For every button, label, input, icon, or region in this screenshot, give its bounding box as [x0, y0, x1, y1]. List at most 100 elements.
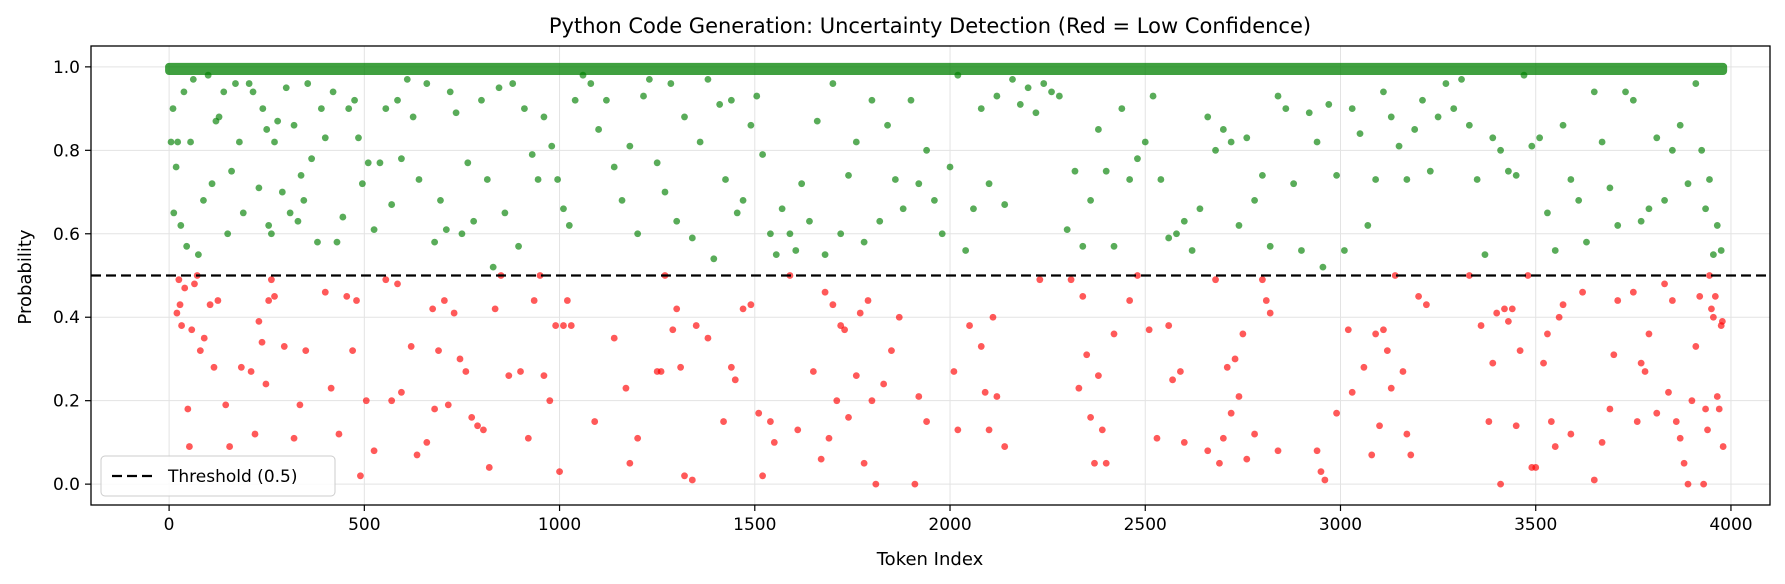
data-point	[423, 439, 431, 446]
data-point	[739, 305, 747, 313]
data-point	[1711, 292, 1719, 300]
data-point	[321, 288, 329, 296]
data-point	[1204, 447, 1212, 455]
data-point	[720, 418, 727, 425]
data-point	[1629, 96, 1637, 104]
data-point	[661, 188, 669, 196]
data-point	[825, 434, 833, 442]
data-point	[355, 134, 362, 142]
data-point	[1219, 126, 1227, 133]
data-point	[282, 84, 290, 92]
data-point	[290, 434, 298, 442]
data-point	[1481, 251, 1489, 259]
data-point	[1504, 318, 1512, 325]
data-point	[1110, 330, 1118, 338]
data-point	[536, 272, 544, 279]
data-point	[626, 459, 634, 467]
data-point	[1348, 105, 1356, 112]
data-point	[353, 297, 360, 304]
data-point	[1567, 430, 1575, 438]
data-point	[1407, 451, 1415, 459]
data-point	[1141, 138, 1149, 146]
data-point	[1512, 422, 1520, 430]
data-point	[478, 96, 485, 104]
data-point	[622, 384, 630, 392]
data-point	[864, 297, 872, 304]
x-tick-label: 1500	[733, 515, 776, 535]
data-point	[456, 355, 464, 363]
data-point	[1637, 359, 1645, 367]
data-point	[1145, 326, 1153, 334]
data-point	[351, 96, 358, 104]
data-point	[517, 368, 524, 375]
data-point	[993, 92, 1001, 100]
y-tick-label: 0.8	[53, 141, 80, 161]
data-point	[167, 138, 175, 146]
data-point	[431, 238, 439, 246]
data-point	[183, 242, 191, 250]
data-point	[317, 105, 325, 112]
data-point	[501, 209, 509, 217]
data-point	[966, 322, 973, 329]
data-point	[786, 230, 794, 238]
data-point	[1704, 426, 1711, 434]
data-point	[1251, 196, 1258, 204]
data-point	[1719, 443, 1727, 450]
data-point	[1661, 280, 1668, 288]
data-point	[610, 334, 618, 342]
high-confidence-band	[165, 62, 1728, 76]
data-point	[1590, 88, 1598, 96]
data-point	[1715, 405, 1723, 413]
data-point	[382, 105, 390, 112]
data-point	[813, 117, 821, 125]
data-point	[1079, 242, 1087, 250]
data-point	[560, 205, 567, 213]
data-point	[1102, 459, 1110, 467]
data-point	[1165, 322, 1173, 329]
data-point	[876, 217, 884, 225]
data-point	[1520, 71, 1528, 79]
data-point	[546, 397, 554, 405]
data-point	[185, 443, 193, 450]
data-point	[833, 397, 841, 405]
data-point	[946, 163, 954, 171]
data-point	[640, 92, 647, 100]
data-point	[1493, 309, 1501, 317]
data-point	[515, 242, 522, 250]
data-point	[462, 368, 470, 375]
data-point	[856, 309, 864, 317]
data-point	[1713, 222, 1721, 229]
data-point	[1485, 418, 1493, 425]
data-point	[1298, 247, 1305, 254]
data-point	[845, 171, 852, 179]
data-point	[1606, 184, 1614, 192]
data-point	[1356, 130, 1364, 138]
data-point	[302, 347, 310, 355]
data-point	[180, 88, 188, 96]
data-point	[556, 468, 563, 476]
data-point	[954, 71, 962, 79]
data-point	[1497, 146, 1504, 154]
data-point	[1709, 313, 1717, 321]
data-point	[1709, 251, 1717, 259]
data-point	[1239, 330, 1247, 338]
data-point	[778, 205, 786, 213]
data-point	[1551, 247, 1559, 254]
data-point	[1387, 113, 1395, 121]
data-point	[470, 217, 478, 225]
data-point	[595, 126, 603, 133]
data-point	[1055, 92, 1063, 100]
data-point	[413, 451, 421, 459]
data-point	[829, 301, 837, 309]
data-point	[1419, 96, 1426, 104]
data-point	[251, 430, 259, 438]
data-point	[1622, 88, 1629, 96]
x-axis: 0 500 1000 1500 2000 2500 3000 3500 4000	[164, 505, 1753, 535]
data-point	[985, 180, 993, 188]
data-point	[731, 376, 739, 384]
data-point	[446, 88, 454, 96]
data-point	[1258, 171, 1266, 179]
data-point	[534, 176, 542, 183]
data-point	[358, 180, 366, 188]
data-point	[868, 397, 876, 405]
